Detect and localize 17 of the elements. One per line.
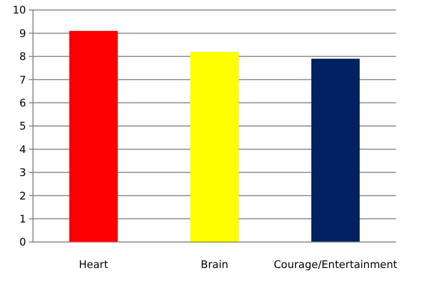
y-tick-label: 8 [19,51,26,64]
x-tick-label: Courage/Entertainment [274,259,398,271]
y-tick-label: 2 [19,190,26,202]
y-tick-label: 5 [19,120,26,133]
y-tick-label: 4 [19,144,26,156]
y-tick-label: 0 [19,236,26,249]
x-tick-label: Brain [200,259,228,271]
bar [69,30,118,242]
y-tick-label: 3 [19,167,26,180]
bar [311,58,360,242]
y-tick-label: 9 [19,28,26,40]
y-tick-label: 6 [19,97,26,110]
x-tick-label: Heart [78,259,108,271]
bar [190,52,239,242]
y-tick-label: 10 [12,4,26,17]
y-tick-label: 7 [19,74,26,86]
y-tick-label: 1 [19,213,26,226]
